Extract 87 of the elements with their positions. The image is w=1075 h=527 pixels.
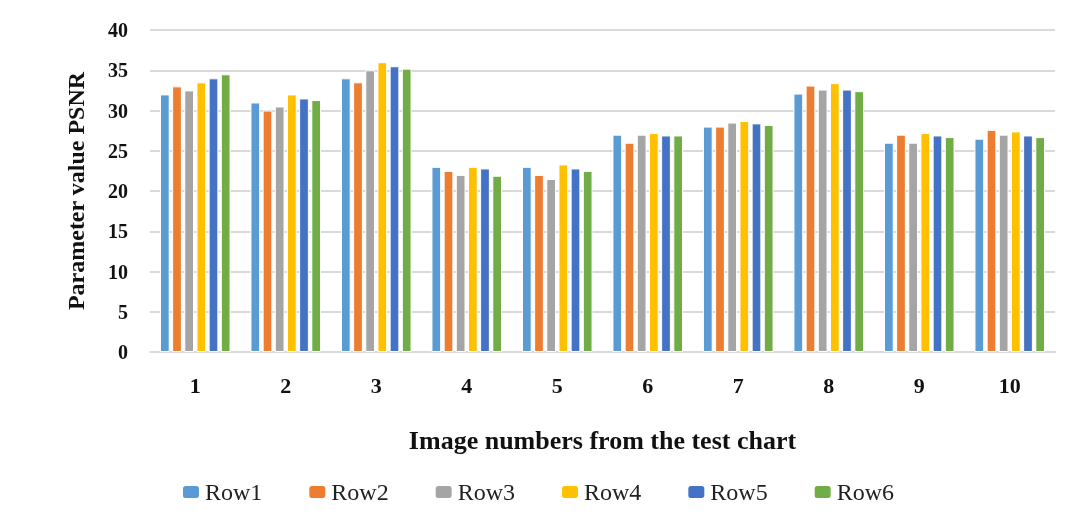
bar	[715, 126, 725, 352]
legend-label: Row6	[836, 479, 895, 505]
bar	[431, 166, 442, 352]
y-tick-label: 0	[118, 341, 128, 363]
bar	[365, 70, 376, 352]
bar	[883, 142, 894, 352]
legend-label: Row2	[331, 479, 389, 505]
bar	[546, 178, 557, 352]
bar	[661, 135, 671, 352]
bar	[842, 89, 852, 352]
y-tick-label: 5	[118, 300, 128, 323]
bar	[673, 135, 684, 352]
bar	[443, 170, 454, 352]
bar	[648, 133, 659, 352]
bar	[920, 133, 931, 352]
legend-label: Row4	[584, 479, 642, 505]
bar	[286, 94, 297, 352]
bar	[624, 142, 635, 352]
bar	[208, 78, 219, 352]
bar	[829, 83, 840, 352]
y-tick-label: 40	[108, 19, 128, 41]
bar	[739, 120, 750, 352]
bar	[793, 93, 804, 352]
y-axis-title: Parameter value PSNR	[63, 71, 89, 311]
x-tick-label: 1	[189, 372, 201, 398]
x-tick-label: 4	[461, 372, 473, 398]
bar	[751, 123, 762, 352]
bar	[998, 134, 1009, 352]
bar	[974, 138, 985, 352]
bar	[805, 85, 816, 352]
x-tick-label: 3	[370, 372, 382, 398]
bar	[986, 129, 997, 352]
y-tick-label: 20	[108, 180, 128, 202]
bar	[1035, 137, 1046, 352]
bar	[702, 126, 713, 352]
y-tick-label: 10	[108, 260, 128, 283]
bar	[401, 68, 412, 352]
legend-label: Row1	[204, 479, 263, 505]
bar	[534, 174, 544, 352]
bar	[727, 122, 738, 352]
bar	[274, 106, 285, 352]
bar	[570, 168, 581, 352]
bar	[492, 175, 503, 352]
bar	[250, 102, 261, 352]
x-axis-title: Image numbers from the test chart	[408, 425, 797, 455]
bar	[896, 134, 906, 352]
bar	[172, 86, 182, 352]
x-tick-label: 10	[998, 372, 1021, 398]
x-tick-label: 2	[280, 372, 292, 398]
y-tick-label: 30	[108, 99, 128, 122]
bar	[944, 137, 955, 352]
x-tick-label: 8	[823, 372, 835, 398]
bar	[480, 168, 490, 352]
bar	[353, 82, 363, 352]
bar	[340, 78, 351, 352]
bar	[582, 170, 593, 352]
bar	[932, 135, 943, 352]
bar	[220, 74, 231, 352]
x-tick-label: 9	[913, 372, 925, 398]
bar	[262, 110, 273, 352]
y-tick-label: 15	[108, 220, 128, 243]
bar	[1023, 135, 1033, 352]
legend-label: Row3	[457, 479, 515, 505]
bar	[763, 124, 774, 352]
bar	[377, 62, 388, 352]
bar	[521, 166, 532, 352]
bar	[908, 142, 919, 352]
y-tick-label: 35	[108, 59, 128, 82]
x-tick-label: 6	[642, 372, 654, 398]
bar	[1010, 131, 1021, 352]
bar	[636, 134, 647, 352]
bar	[311, 100, 322, 352]
legend-label: Row5	[710, 479, 768, 505]
bar	[455, 174, 466, 352]
y-tick-label: 25	[108, 139, 128, 162]
bar	[159, 94, 170, 352]
bar	[817, 89, 828, 352]
bar	[196, 82, 207, 352]
bar	[299, 98, 309, 352]
x-tick-label: 5	[551, 372, 563, 398]
bar	[612, 134, 623, 352]
bar	[854, 91, 865, 352]
x-tick-label: 7	[732, 372, 744, 398]
bar	[389, 66, 400, 352]
bar	[184, 90, 195, 352]
bar	[558, 164, 569, 352]
bar	[467, 166, 478, 352]
